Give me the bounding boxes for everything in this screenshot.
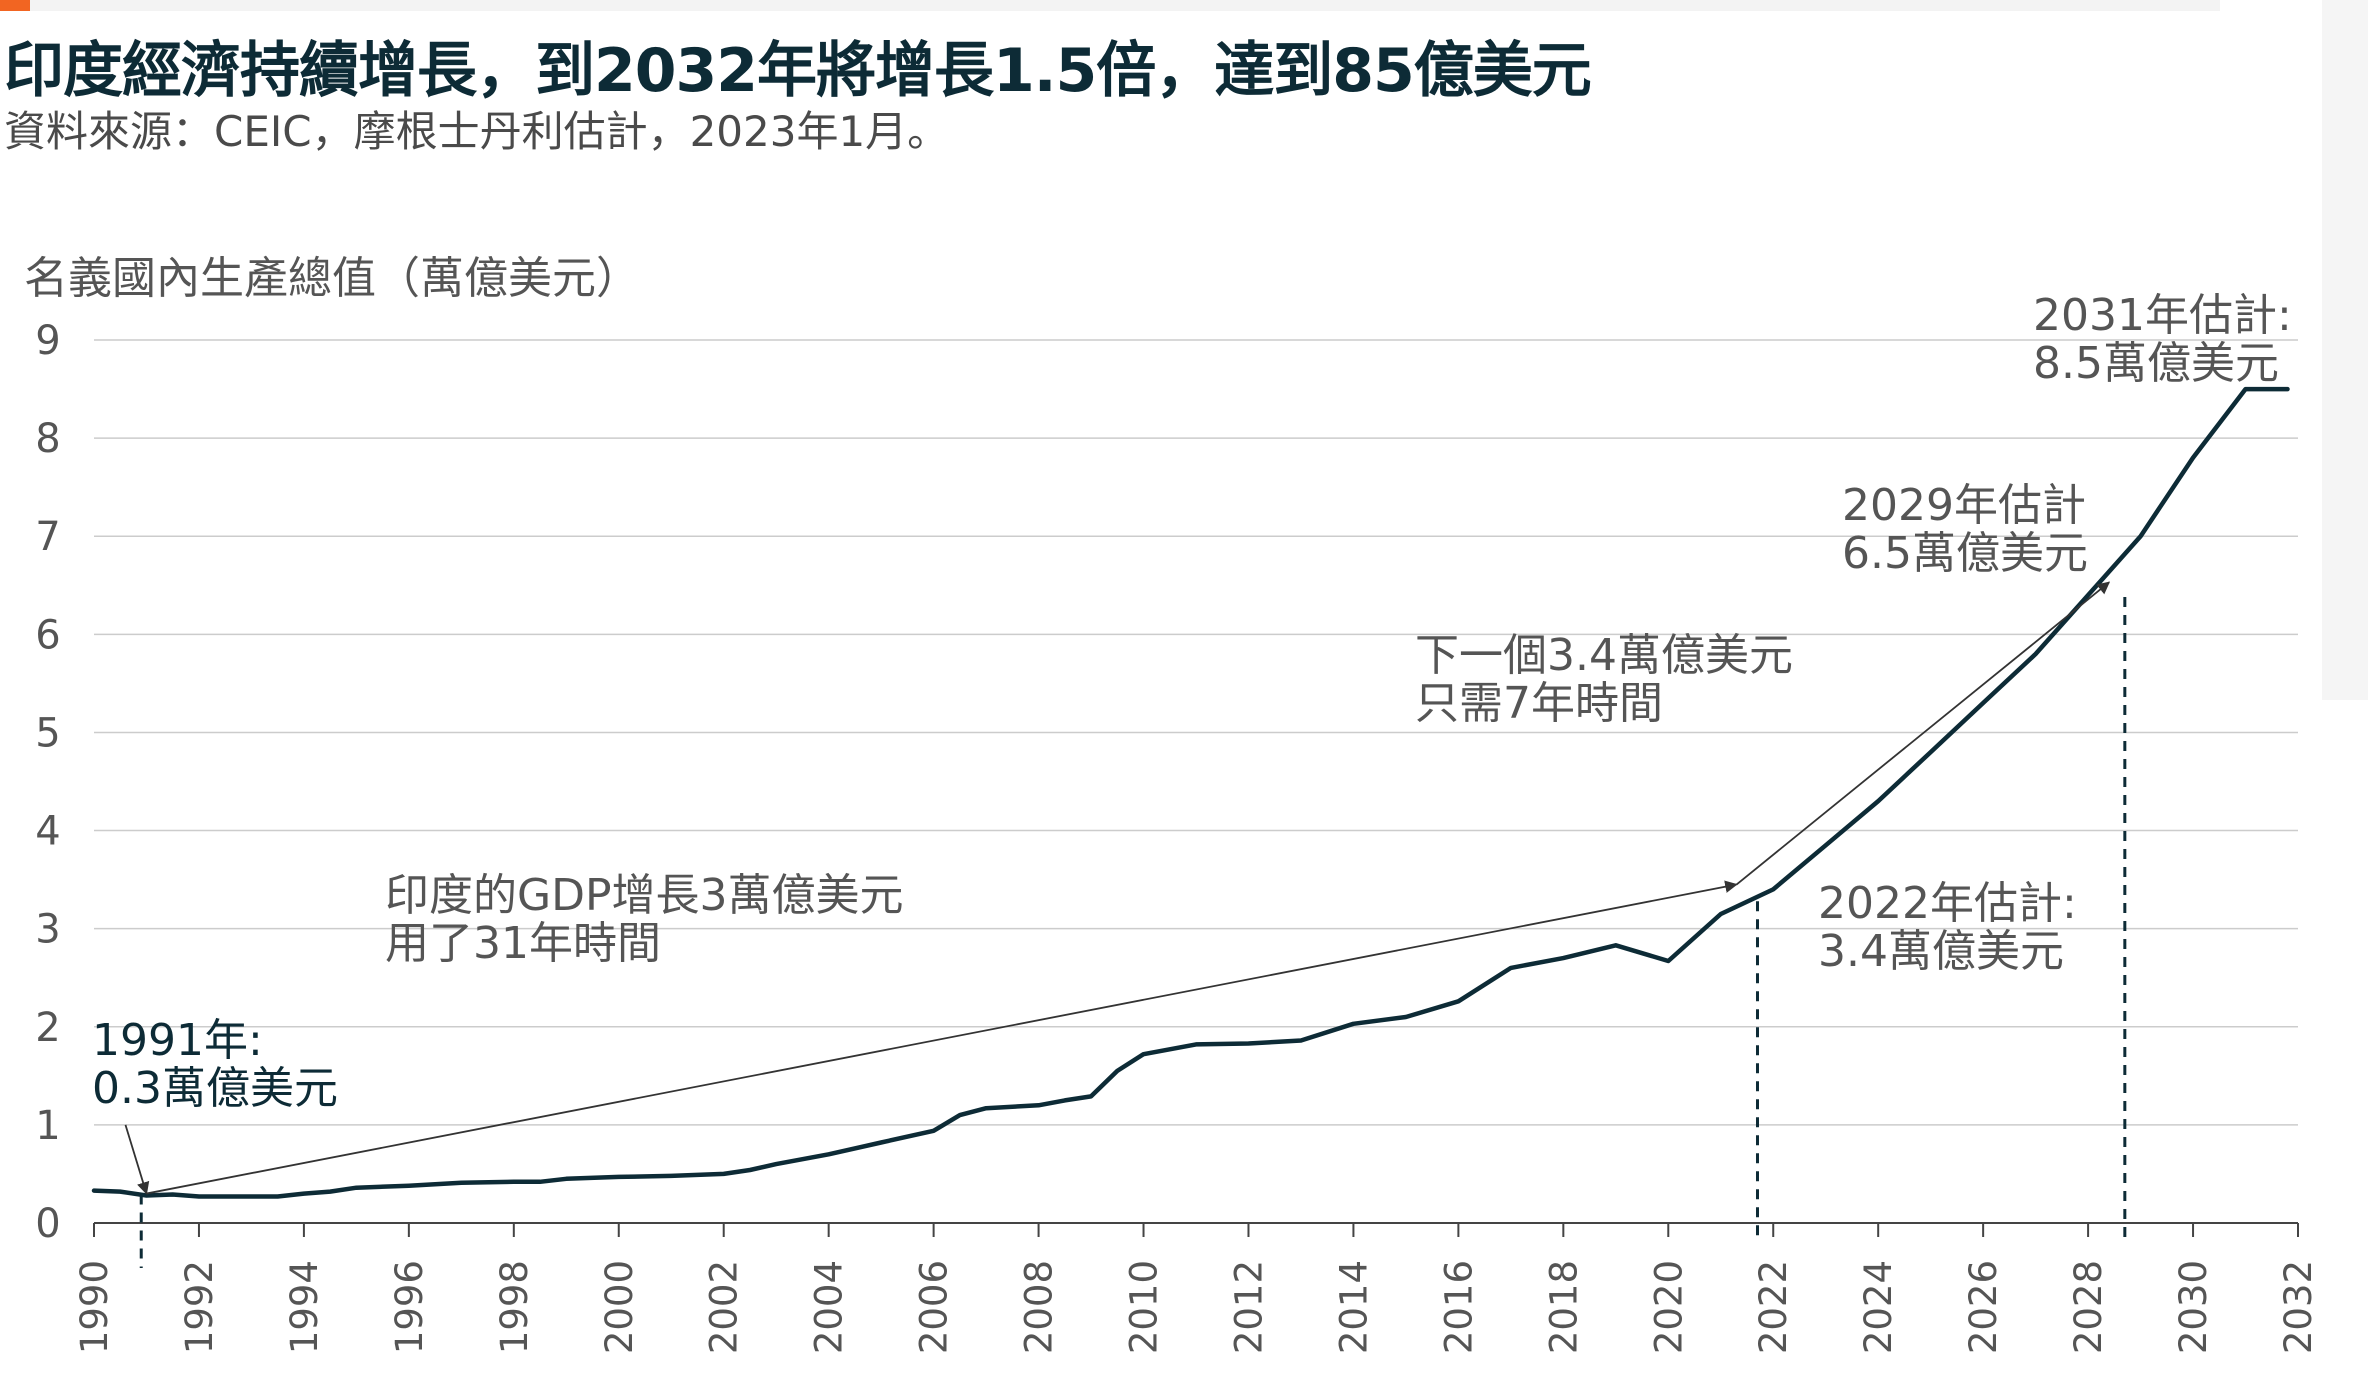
x-tick-label: 2030: [2172, 1260, 2215, 1354]
annotation-line: 8.5萬億美元: [2033, 338, 2279, 389]
annotation-a2031: 2031年估計: 8.5萬億美元: [2033, 290, 2292, 389]
annotation-line: 2029年估計: [1842, 480, 2086, 531]
y-tick-label: 0: [35, 1201, 60, 1247]
y-tick-label: 5: [35, 710, 60, 756]
x-tick-label: 2020: [1647, 1260, 1690, 1354]
y-tick-label: 4: [35, 809, 60, 855]
x-tick-label: 2006: [913, 1260, 956, 1354]
x-tick-label: 2004: [808, 1260, 851, 1354]
top-rule: [30, 0, 2220, 11]
x-tick-label: 1994: [283, 1260, 326, 1354]
x-tick-label: 2022: [1752, 1260, 1795, 1354]
annotation-a1991: 1991年: 0.3萬億美元: [92, 1015, 338, 1114]
y-axis-ticks: 0 1 2 3 4 5 6 7 8 9: [35, 318, 60, 1247]
gdp-series-line: [91, 386, 2290, 1199]
x-tick-label: 2024: [1857, 1260, 1900, 1354]
right-edge-strip: [2322, 0, 2368, 700]
x-tick-label: 1992: [178, 1260, 221, 1354]
x-tick-label: 1996: [388, 1260, 431, 1354]
annotation-a2029: 2029年估計 6.5萬億美元: [1842, 480, 2088, 579]
annotation-arrow: [1735, 581, 2111, 886]
chart-source: 資料來源：CEIC，摩根士丹利估計，2023年1月。: [4, 107, 950, 156]
annotation-line: 6.5萬億美元: [1842, 528, 2088, 579]
x-tick-label: 2014: [1332, 1260, 1375, 1354]
y-axis-title: 名義國內生產總值（萬億美元）: [24, 253, 640, 304]
brand-accent-bar: [0, 0, 30, 11]
annotation-arrow: [124, 1124, 150, 1195]
x-tick-label: 2012: [1227, 1260, 1270, 1354]
x-tick-label: 2028: [2067, 1260, 2110, 1354]
annotation-line: 下一個3.4萬億美元: [1415, 630, 1793, 681]
annotation-line: 1991年:: [92, 1015, 263, 1066]
x-tick-label: 2018: [1542, 1260, 1585, 1354]
x-tick-label: 2002: [703, 1260, 746, 1354]
annotation-line: 只需7年時間: [1415, 678, 1663, 729]
y-tick-label: 7: [35, 514, 60, 560]
x-tick-label: 1990: [73, 1260, 116, 1354]
y-tick-label: 1: [35, 1103, 60, 1149]
y-tick-label: 6: [35, 612, 60, 658]
x-tick-label: 2008: [1018, 1260, 1061, 1354]
annotation-arrow: [146, 880, 1738, 1195]
x-tick-label: 2000: [598, 1260, 641, 1354]
annotation-line: 2031年估計:: [2033, 290, 2292, 341]
series-layer: [91, 386, 2290, 1199]
y-tick-label: 3: [35, 907, 60, 953]
y-tick-label: 2: [35, 1005, 60, 1051]
x-tick-label: 2026: [1962, 1260, 2005, 1354]
annotation-line: 0.3萬億美元: [92, 1063, 338, 1114]
annotation-line: 用了31年時間: [385, 918, 661, 969]
y-tick-label: 8: [35, 416, 60, 462]
chart-title: 印度經濟持續增長，到2032年將增長1.5倍，達到85億美元: [4, 36, 1592, 106]
annotations: 1991年: 0.3萬億美元印度的GDP增長3萬億美元用了31年時間下一個3.4萬…: [92, 290, 2292, 1195]
annotation-a_next: 下一個3.4萬億美元只需7年時間: [1415, 630, 1793, 729]
x-axis-ticks: 1990 1992 1994 1996 1998 2000 2002 2004 2006 2008…: [73, 1223, 2320, 1354]
x-tick-label: 2016: [1437, 1260, 1480, 1354]
x-tick-label: 2010: [1123, 1260, 1166, 1354]
y-tick-label: 9: [35, 318, 60, 364]
x-tick-label: 1998: [493, 1260, 536, 1354]
annotation-line: 2022年估計:: [1818, 878, 2077, 929]
annotation-a2022: 2022年估計: 3.4萬億美元: [1818, 878, 2077, 977]
projection-guides: [139, 597, 2127, 1268]
annotation-line: 3.4萬億美元: [1818, 926, 2064, 977]
annotation-line: 印度的GDP增長3萬億美元: [385, 870, 904, 921]
gridlines: [94, 339, 2298, 1224]
annotation-a_first: 印度的GDP增長3萬億美元用了31年時間: [385, 870, 904, 969]
x-tick-label: 2032: [2277, 1260, 2320, 1354]
